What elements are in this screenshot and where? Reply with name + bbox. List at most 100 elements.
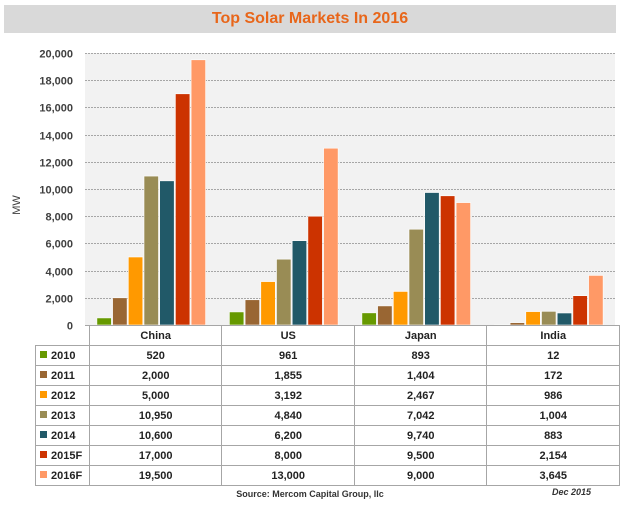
table-row: 2011 2,000 1,855 1,404 172	[35, 365, 620, 386]
bar-china-2014	[159, 180, 175, 326]
data-label: 2,467	[353, 385, 488, 406]
bar-india-2014	[556, 312, 573, 326]
data-label: 7,042	[353, 405, 488, 426]
table-row: 2015F 17,000 8,000 9,500 2,154	[35, 445, 620, 466]
legend-swatch-icon	[40, 471, 47, 479]
y-tick-label: 2,000	[45, 294, 73, 306]
legend-swatch-icon	[40, 391, 47, 399]
legend-swatch-icon	[40, 351, 47, 359]
y-tick-label: 16,000	[39, 103, 73, 115]
bars	[96, 59, 604, 326]
legend-label: 2013	[51, 409, 76, 422]
bar-us-2012	[260, 281, 276, 326]
category-label: China	[88, 325, 223, 346]
table-row: 2014 10,600 6,200 9,740 883	[35, 425, 620, 446]
y-tick-label: 12,000	[39, 158, 73, 170]
bar-india-2012	[525, 311, 541, 326]
table-row: 2016F 19,500 13,000 9,000 3,645	[35, 465, 620, 486]
bar-japan-2013	[408, 228, 424, 326]
bar-china-2013	[143, 175, 159, 326]
bar-china-2015f	[175, 93, 191, 326]
chart-title: Top Solar Markets In 2016	[211, 10, 409, 27]
bar-us-2016f	[323, 147, 339, 326]
legend-label: 2011	[51, 369, 75, 382]
category-label: Japan	[353, 325, 488, 346]
data-label: 4,840	[221, 405, 355, 426]
y-tick-label: 20,000	[39, 49, 73, 61]
y-tick-label: 18,000	[39, 76, 73, 88]
table-row: 2013 10,950 4,840 7,042 1,004	[35, 405, 620, 426]
table-corner	[35, 325, 90, 346]
bar-india-2015f	[572, 295, 588, 326]
date-note: Dec 2015	[552, 487, 592, 497]
data-label: 3,192	[221, 385, 355, 406]
data-label: 2,000	[88, 365, 223, 386]
data-table: China US Japan India 2010 520 961 893 12 2011 2,00…	[35, 325, 620, 486]
legend-swatch-icon	[40, 431, 47, 439]
legend-entry: 2012	[35, 385, 90, 406]
bar-us-2015f	[307, 215, 323, 326]
bar-japan-2012	[392, 291, 409, 326]
bar-us-2013	[276, 258, 292, 326]
legend-entry: 2015F	[35, 445, 90, 466]
bar-china-2011	[112, 297, 128, 326]
chart-plot: 0 2,000 4,000 6,000 8,000 10,000 12,000 14,000 1…	[11, 49, 615, 331]
data-label: 10,950	[88, 405, 223, 426]
data-label: 13,000	[221, 465, 355, 486]
data-label: 9,000	[353, 465, 488, 486]
data-label: 893	[353, 345, 488, 366]
bar-us-2014	[291, 240, 308, 326]
legend-entry: 2011	[35, 365, 90, 386]
y-axis-ticks: 0 2,000 4,000 6,000 8,000 10,000 12,000 14,000 1…	[39, 49, 73, 331]
data-label: 17,000	[88, 445, 223, 466]
legend-entry: 2013	[35, 405, 90, 426]
legend-label: 2014	[51, 429, 76, 442]
legend-label: 2010	[51, 349, 76, 362]
bar-japan-2016f	[455, 202, 471, 326]
category-label: India	[486, 325, 620, 346]
bar-us-2011	[244, 299, 260, 326]
data-label: 520	[88, 345, 223, 366]
data-label: 1,004	[486, 405, 620, 426]
source-note: Source: Mercom Capital Group, llc	[236, 489, 384, 499]
data-label: 8,000	[221, 445, 355, 466]
data-label: 6,200	[221, 425, 355, 446]
legend-label: 2012	[51, 389, 76, 402]
data-label: 5,000	[88, 385, 223, 406]
data-label: 986	[486, 385, 620, 406]
y-tick-label: 6,000	[45, 239, 73, 251]
legend-entry: 2016F	[35, 465, 90, 486]
y-tick-label: 8,000	[45, 212, 73, 224]
table-header-row: China US Japan India	[35, 325, 620, 346]
data-label: 10,600	[88, 425, 223, 446]
y-tick-label: 14,000	[39, 131, 73, 143]
table-row: 2010 520 961 893 12	[35, 345, 620, 366]
bar-us-2010	[229, 311, 245, 326]
y-tick-label: 0	[67, 321, 73, 331]
data-label: 9,740	[353, 425, 488, 446]
table-row: 2012 5,000 3,192 2,467 986	[35, 385, 620, 406]
legend-swatch-icon	[40, 371, 47, 379]
category-label: US	[221, 325, 355, 346]
data-label: 961	[221, 345, 355, 366]
bar-india-2016f	[588, 275, 604, 326]
legend-label: 2015F	[51, 449, 83, 462]
data-label: 9,500	[353, 445, 488, 466]
bar-india-2013	[541, 311, 557, 326]
data-label: 3,645	[486, 465, 620, 486]
legend-entry: 2014	[35, 425, 90, 446]
bar-japan-2010	[361, 312, 377, 326]
legend-swatch-icon	[40, 451, 47, 459]
data-label: 12	[486, 345, 620, 366]
bar-japan-2015f	[440, 195, 456, 326]
y-tick-label: 10,000	[39, 185, 73, 197]
legend-label: 2016F	[51, 469, 83, 482]
bar-china-2012	[128, 256, 144, 326]
chart-title-bar: Top Solar Markets In 2016	[4, 5, 616, 33]
data-label: 1,855	[221, 365, 355, 386]
bar-japan-2011	[377, 305, 393, 326]
data-label: 172	[486, 365, 620, 386]
legend-swatch-icon	[40, 411, 47, 419]
data-label: 1,404	[353, 365, 488, 386]
y-tick-label: 4,000	[45, 267, 73, 279]
